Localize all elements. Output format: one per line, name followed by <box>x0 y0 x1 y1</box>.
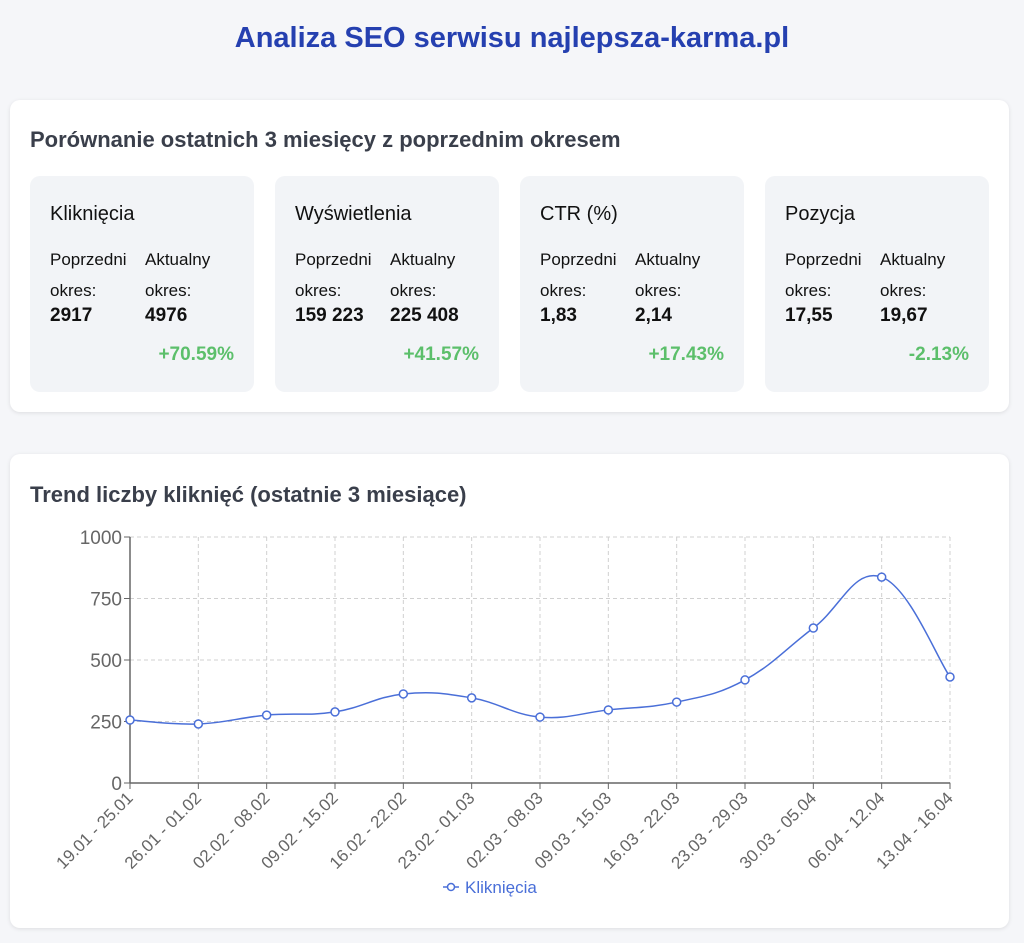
data-point <box>398 689 409 699</box>
chart-title: Trend liczby kliknięć (ostatnie 3 miesią… <box>30 482 467 507</box>
data-point <box>603 705 614 715</box>
metric-card: Pozycja Poprzedni okres: Aktualny okres:… <box>765 176 989 392</box>
y-tick-label: 750 <box>90 590 122 611</box>
curr-value: 19,67 <box>880 305 928 326</box>
change-percent: +41.57% <box>403 344 479 365</box>
prev-label: Poprzedni okres: <box>50 250 127 300</box>
change-percent: +17.43% <box>648 344 724 365</box>
data-point <box>945 672 955 682</box>
y-tick-label: 0 <box>111 774 122 795</box>
metric-name: Pozycja <box>785 203 856 225</box>
comparison-panel: Porównanie ostatnich 3 miesięcy z poprze… <box>10 100 1009 412</box>
data-point <box>261 710 272 720</box>
prev-label: Poprzedni okres: <box>295 250 372 300</box>
curr-label: Aktualny okres: <box>635 250 701 300</box>
curr-label: Aktualny okres: <box>390 250 456 300</box>
legend-marker <box>446 882 456 892</box>
data-point <box>125 715 135 725</box>
data-point <box>535 712 545 722</box>
data-point <box>193 719 204 729</box>
curr-label: Aktualny okres: <box>880 250 946 300</box>
chart-panel: Trend liczby kliknięć (ostatnie 3 miesią… <box>10 454 1009 928</box>
prev-value: 2917 <box>50 305 93 326</box>
change-percent: -2.13% <box>908 344 969 365</box>
metric-name: CTR (%) <box>540 203 618 225</box>
data-point <box>466 693 477 703</box>
data-point <box>876 572 887 582</box>
prev-value: 159 223 <box>295 305 364 326</box>
y-tick-label: 500 <box>90 651 122 672</box>
change-percent: +70.59% <box>158 344 234 365</box>
metric-card: Wyświetlenia Poprzedni okres: Aktualny o… <box>275 176 499 392</box>
prev-value: 17,55 <box>785 305 833 326</box>
comparison-title: Porównanie ostatnich 3 miesięcy z poprze… <box>30 127 621 152</box>
data-point <box>671 697 682 707</box>
data-point <box>330 707 340 717</box>
data-point <box>808 623 819 633</box>
curr-value: 4976 <box>145 305 188 326</box>
prev-value: 1,83 <box>540 305 577 326</box>
y-tick-label: 1000 <box>80 528 122 549</box>
prev-label: Poprzedni okres: <box>785 250 862 300</box>
curr-label: Aktualny okres: <box>145 250 211 300</box>
curr-value: 2,14 <box>635 305 672 326</box>
legend-label: Kliknięcia <box>465 878 537 897</box>
prev-label: Poprzedni okres: <box>540 250 617 300</box>
metric-card: CTR (%) Poprzedni okres: Aktualny okres:… <box>520 176 744 392</box>
metric-name: Kliknięcia <box>50 203 135 225</box>
y-tick-label: 250 <box>90 713 122 734</box>
page-title: Analiza SEO serwisu najlepsza-karma.pl <box>234 22 790 54</box>
data-point <box>740 675 750 685</box>
curr-value: 225 408 <box>390 305 459 326</box>
metric-card: Kliknięcia Poprzedni okres: Aktualny okr… <box>30 176 254 392</box>
metric-name: Wyświetlenia <box>295 203 412 225</box>
